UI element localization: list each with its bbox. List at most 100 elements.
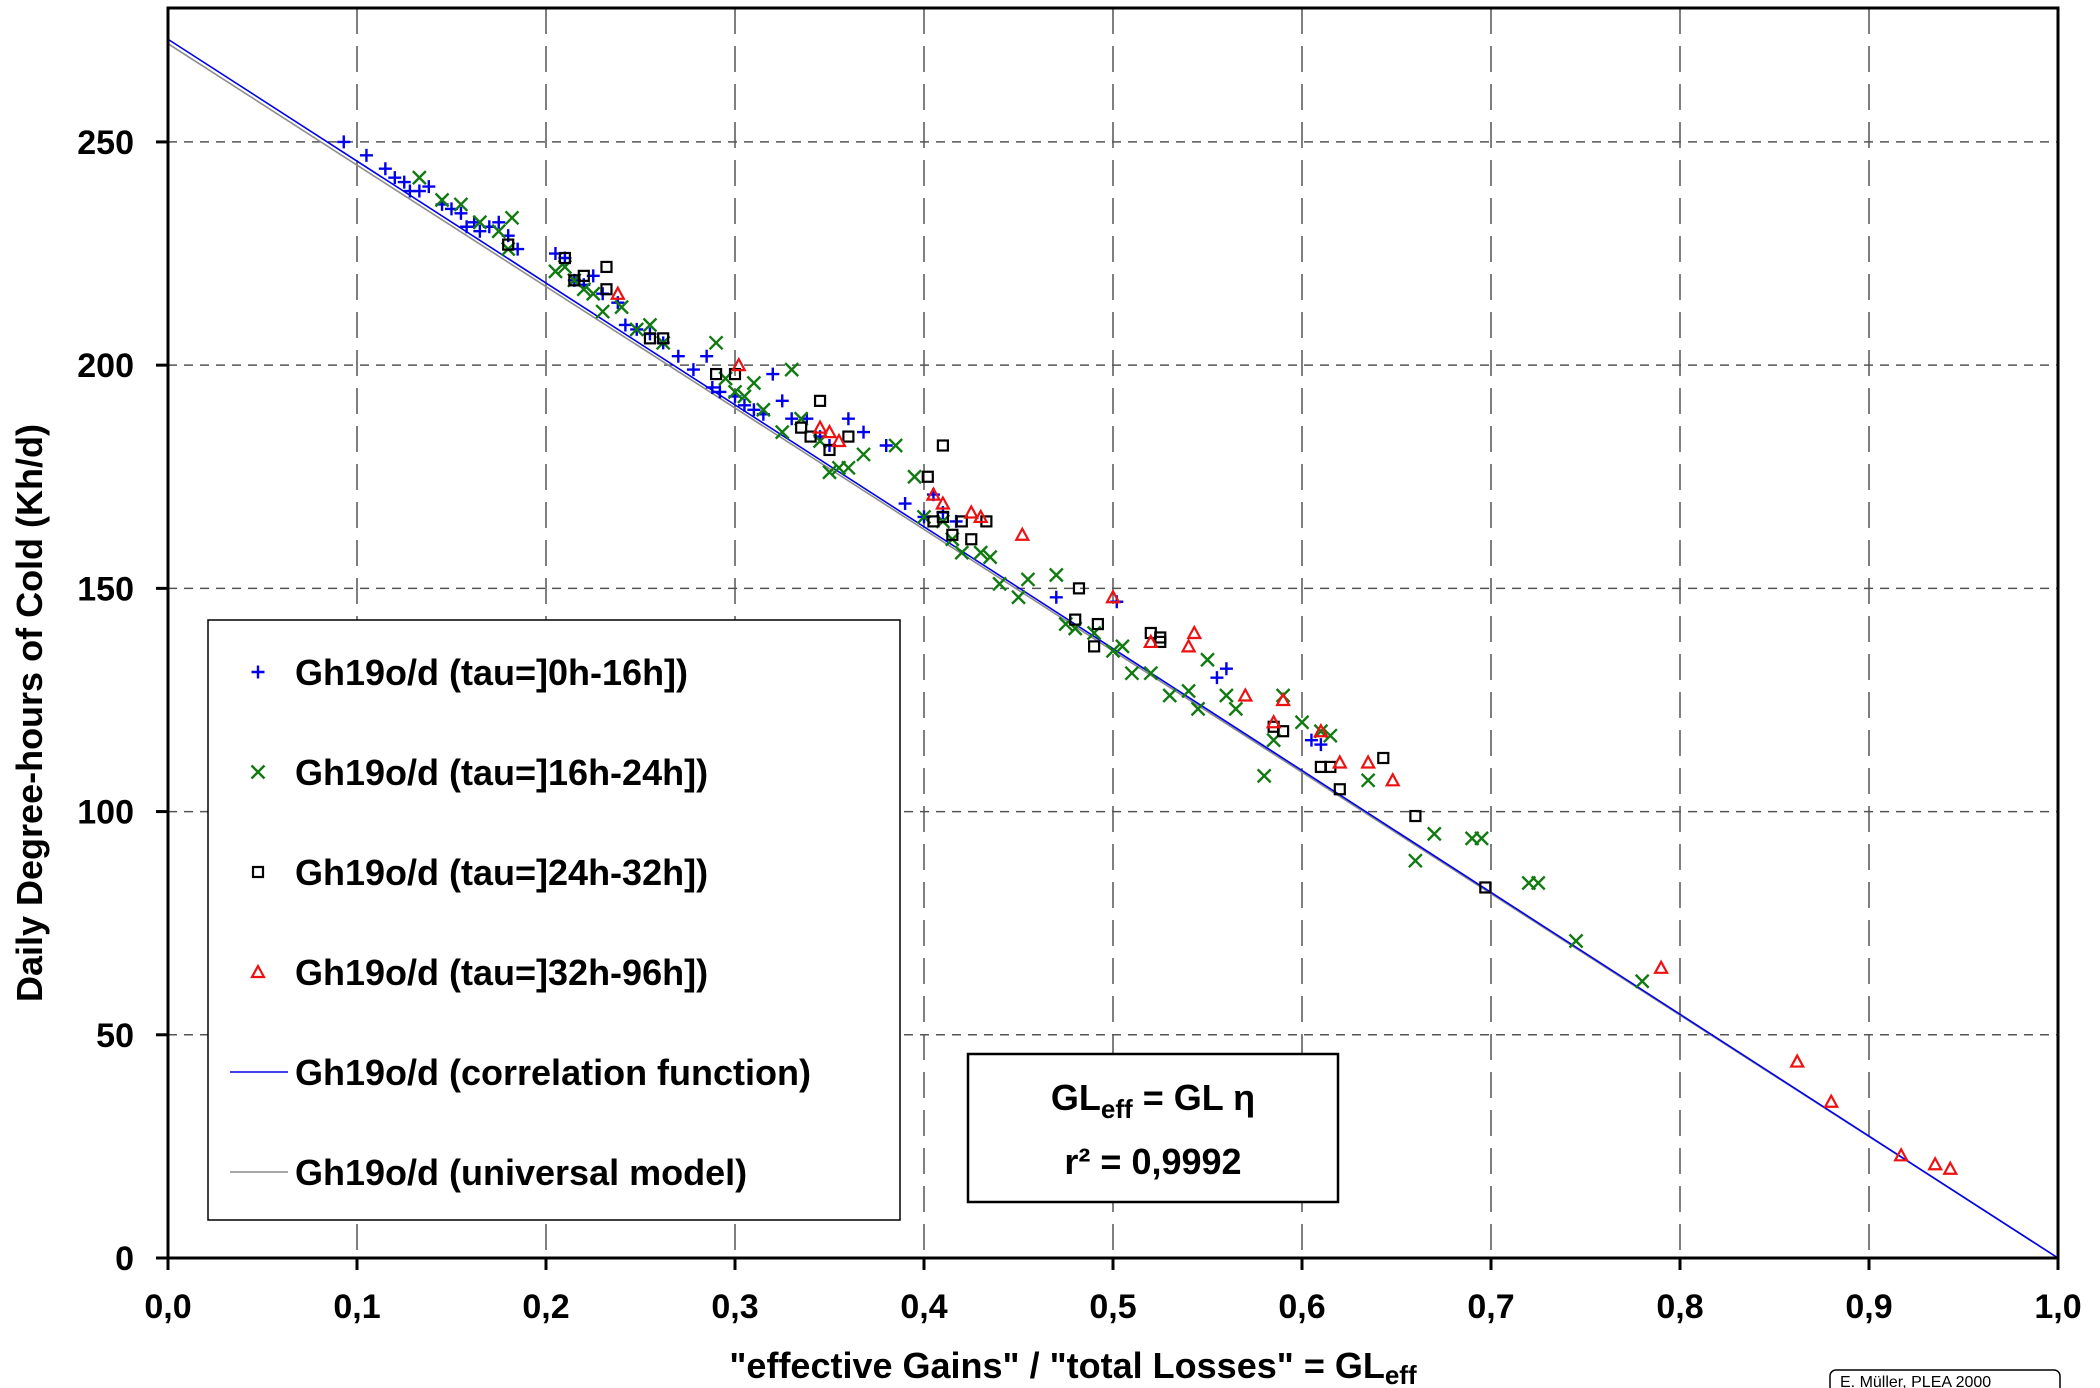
legend-label: Gh19o/d (tau=]0h-16h]) — [295, 652, 688, 693]
data-point — [548, 264, 563, 279]
data-points — [337, 135, 1959, 1175]
data-point — [1304, 733, 1318, 747]
legend-entry: Gh19o/d (tau=]0h-16h]) — [251, 652, 688, 693]
grid-lines — [168, 8, 2058, 1258]
data-point — [1823, 1093, 1840, 1108]
annotation-r-squared: r² = 0,9992 — [1064, 1141, 1241, 1182]
data-point — [1927, 1155, 1944, 1171]
data-point — [1020, 572, 1036, 587]
data-point — [821, 423, 838, 439]
data-point — [727, 384, 743, 400]
data-point — [473, 224, 487, 238]
legend-label: Gh19o/d (tau=]16h-24h]) — [295, 752, 708, 793]
data-point — [1275, 691, 1291, 707]
data-point — [491, 223, 507, 239]
data-point — [1789, 1053, 1806, 1068]
data-point — [388, 171, 402, 185]
data-point — [774, 424, 790, 440]
data-point — [1105, 643, 1121, 659]
data-point — [784, 362, 800, 377]
data-point — [1105, 588, 1121, 604]
data-point — [1313, 722, 1329, 738]
x-axis-ticks: 0,0 0,1 0,2 0,3 0,4 0,5 0,6 0,7 0,8 0,9 1,0 — [144, 1258, 2082, 1326]
data-point — [963, 504, 980, 519]
data-point — [686, 363, 700, 377]
x-tick-label: 0,1 — [333, 1288, 380, 1326]
legend-label: Gh19o/d (correlation function) — [295, 1052, 811, 1093]
data-point — [705, 380, 719, 394]
data-point — [460, 220, 474, 234]
data-point — [842, 430, 855, 443]
data-point — [1181, 683, 1196, 699]
y-tick-label: 50 — [96, 1017, 134, 1055]
credit-text: E. Müller, PLEA 2000 — [1840, 1374, 1991, 1388]
data-point — [397, 175, 411, 189]
data-point — [642, 317, 658, 333]
data-point — [1530, 875, 1546, 891]
legend-entry: Gh19o/d (universal model) — [230, 1152, 747, 1193]
data-point — [1893, 1147, 1909, 1162]
data-point — [898, 497, 912, 511]
data-point — [1210, 671, 1224, 685]
x-tick-label: 0,0 — [144, 1288, 191, 1326]
data-point — [618, 318, 632, 332]
data-point — [671, 349, 685, 363]
data-point — [1256, 768, 1272, 784]
x-tick-label: 1,0 — [2034, 1288, 2081, 1326]
data-point — [1360, 772, 1376, 788]
data-point — [954, 545, 970, 560]
data-point — [1091, 617, 1104, 631]
data-point — [812, 419, 828, 434]
legend-label: Gh19o/d (universal model) — [295, 1152, 747, 1193]
data-point — [1409, 809, 1422, 823]
data-point — [747, 403, 761, 417]
data-point — [1115, 639, 1130, 654]
legend-label: Gh19o/d (tau=]24h-32h]) — [295, 852, 708, 893]
data-point — [1072, 582, 1086, 595]
data-point — [857, 425, 871, 439]
data-point — [831, 432, 847, 448]
y-tick-label: 200 — [77, 347, 134, 385]
y-tick-label: 0 — [115, 1240, 134, 1278]
legend: Gh19o/d (tau=]0h-16h]) Gh19o/d (tau=]16h-… — [207, 619, 901, 1221]
data-point — [1228, 701, 1244, 717]
x-axis-label-main: "effective Gains" / "total Losses" = GL — [729, 1345, 1384, 1386]
legend-label: Gh19o/d (tau=]32h-96h]) — [295, 952, 708, 993]
annotation-box: GLeff = GL η r² = 0,9992 — [966, 1052, 1340, 1204]
data-point — [973, 545, 989, 560]
credit-box: E. Müller, PLEA 2000 — [1829, 1369, 2061, 1388]
data-point — [657, 332, 670, 345]
data-point — [955, 515, 968, 528]
data-point — [965, 533, 978, 546]
series-3 — [502, 238, 1492, 894]
data-point — [730, 356, 747, 372]
credit-frame — [1829, 1369, 2061, 1388]
data-point — [1314, 738, 1328, 752]
legend-marker — [250, 764, 266, 780]
data-point — [709, 367, 723, 381]
data-point — [454, 206, 468, 220]
data-point — [822, 464, 837, 480]
legend-marker — [250, 963, 266, 979]
x-tick-label: 0,3 — [711, 1288, 758, 1326]
data-point — [1408, 853, 1423, 869]
data-point — [609, 285, 626, 300]
legend-entry: Gh19o/d (correlation function) — [230, 1052, 811, 1093]
annotation-formula: GLeff = GL η — [1051, 1077, 1255, 1124]
data-point — [925, 486, 942, 501]
data-point — [804, 430, 817, 443]
data-point — [412, 170, 427, 185]
data-point — [337, 135, 351, 149]
trend-line — [167, 38, 2059, 1259]
data-point — [1377, 751, 1390, 765]
x-tick-label: 0,6 — [1278, 1288, 1325, 1326]
data-point — [1069, 613, 1082, 626]
data-point — [1219, 662, 1233, 676]
data-point — [1331, 754, 1348, 769]
legend-frame — [207, 619, 901, 1221]
data-point — [600, 283, 613, 296]
data-point — [795, 421, 808, 434]
data-point — [1568, 933, 1584, 949]
data-point — [1276, 725, 1290, 738]
